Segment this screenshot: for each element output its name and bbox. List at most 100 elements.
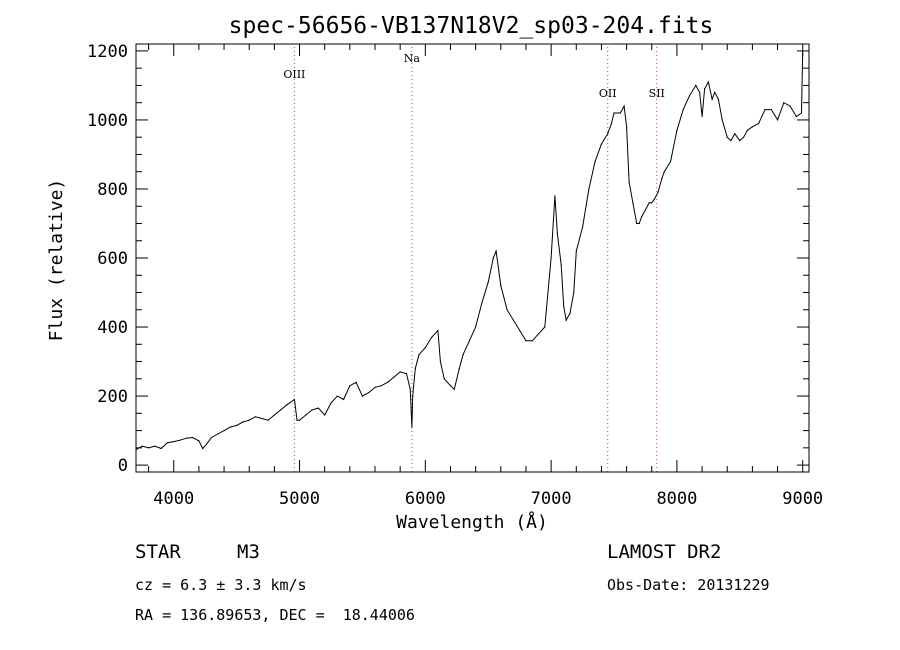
spectrum-point <box>560 264 562 266</box>
spectrum-point <box>437 329 439 332</box>
spectrum-point <box>569 312 571 314</box>
line-label-sii: SII <box>649 87 665 100</box>
spectrum-point <box>349 385 351 387</box>
spectrum-point <box>439 360 441 363</box>
spectrum-point <box>676 129 678 131</box>
spectrum-point <box>248 419 250 421</box>
spectrum-point <box>210 436 213 439</box>
spectrum-point <box>462 354 464 356</box>
spectrum-point <box>160 447 162 450</box>
spectrum-point <box>336 395 338 397</box>
spectrum-point <box>173 441 175 443</box>
y-axis-label: Flux (relative) <box>46 179 67 342</box>
spectrum-point <box>298 419 301 421</box>
spectrum-point <box>594 160 596 162</box>
spectrum-point <box>610 122 613 124</box>
spectrum-point <box>495 250 497 252</box>
spectrum-point <box>453 388 455 390</box>
spectrum-point <box>525 340 527 342</box>
spectrum-point <box>141 445 143 447</box>
spectrum-point <box>293 398 296 401</box>
spectrum-point <box>380 385 382 387</box>
axes: 4000 5000 6000 7000 8000 9000 0 200 400 600 800 100… <box>87 42 823 509</box>
x-axis-label: Wavelength (Å) <box>396 511 548 533</box>
spectrum-point <box>663 171 665 173</box>
spectrum-point <box>296 419 298 421</box>
spectrum-point <box>688 95 691 97</box>
spectrum-point <box>475 326 477 328</box>
line-label-oiii: OIII <box>283 68 305 81</box>
spectrum-point <box>619 112 621 114</box>
spectrum-point <box>368 392 370 394</box>
y-tick-label: 1000 <box>87 111 128 131</box>
spectrum-point <box>330 402 332 404</box>
spectrum-point <box>217 433 219 435</box>
spectrum-point <box>743 136 745 138</box>
x-tick-label: 5000 <box>279 489 320 509</box>
spectrum-point <box>721 119 723 121</box>
y-tick-label: 0 <box>118 456 128 476</box>
spectrum-point <box>198 440 200 442</box>
x-tick-label: 7000 <box>531 489 572 509</box>
x-tick-label: 9000 <box>782 489 823 509</box>
spectrum-point <box>648 202 650 204</box>
spectrum-point <box>711 98 713 100</box>
spectrum-point <box>783 102 785 104</box>
spectrum-point <box>544 326 546 328</box>
x-tick-label: 6000 <box>405 489 446 509</box>
spectrum-point <box>148 447 150 449</box>
spectrum-point <box>795 115 798 118</box>
spectrum-point <box>492 257 494 259</box>
spectrum-point <box>458 367 460 370</box>
spectrum-point <box>695 84 697 86</box>
spectrum-point <box>582 226 584 228</box>
spectrum-point <box>267 419 269 421</box>
x-tick-label: 4000 <box>153 489 194 509</box>
spectrum-point <box>443 378 445 380</box>
y-tick-label: 1200 <box>87 42 128 62</box>
spectrum-point <box>374 386 376 388</box>
spectrum-point <box>717 98 720 100</box>
spectrum-point <box>305 414 307 416</box>
spectrum-point <box>500 285 502 287</box>
spectrum-point <box>751 126 754 128</box>
spectrum-point <box>739 140 741 142</box>
spectrum-point <box>550 257 552 259</box>
y-tick-label: 400 <box>97 318 128 338</box>
spectrum-point <box>273 414 275 416</box>
coordinates: RA = 136.89653, DEC = 18.44006 <box>135 606 415 624</box>
spectrum-point <box>202 447 204 450</box>
spectrum-point <box>661 178 663 180</box>
plot-frame <box>135 43 810 473</box>
spectrum-point <box>563 305 565 307</box>
spectrum-point <box>223 430 225 432</box>
spectrum-point <box>311 409 313 411</box>
spectrum-point <box>506 309 508 311</box>
spectrum-point <box>730 140 732 142</box>
line-label-oii: OII <box>599 87 617 100</box>
spectrum-point <box>670 160 672 162</box>
spectrum-point <box>734 133 736 135</box>
spectrum-point <box>554 195 556 197</box>
observation-date: Obs-Date: 20131229 <box>607 576 770 594</box>
spectrum-point <box>714 91 716 93</box>
spectrum-point <box>638 222 640 225</box>
spectrum-line-0 <box>135 50 804 451</box>
y-tick-label: 200 <box>97 387 128 407</box>
spectrum-point <box>653 198 655 200</box>
emission-lines: OIII Na OII SII <box>283 47 665 472</box>
spectrum-point <box>600 143 603 145</box>
spectrum-point <box>512 319 515 321</box>
spectrum-point <box>623 105 625 107</box>
spectrum-point <box>746 129 749 131</box>
spectrum-point <box>537 333 540 335</box>
object-subclass: M3 <box>237 541 260 563</box>
spectrum-point <box>414 367 416 370</box>
spectrum-point <box>393 376 395 378</box>
spectrum-point <box>641 216 643 218</box>
object-class: STAR <box>135 541 181 563</box>
spectrum-point <box>361 395 363 397</box>
spectrum-point <box>481 302 483 304</box>
spectrum-point <box>405 373 408 375</box>
